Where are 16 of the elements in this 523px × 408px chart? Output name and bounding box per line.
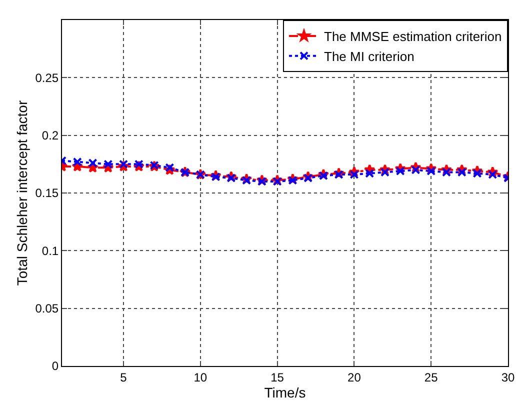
- y-tick-label: 0.05: [35, 302, 59, 316]
- y-tick-label: 0.2: [42, 128, 59, 143]
- x-tick-label: 5: [120, 370, 128, 384]
- x-tick-label: 10: [194, 370, 208, 384]
- legend-label: The MI criterion: [324, 48, 414, 64]
- y-tick-label: 0: [52, 359, 59, 374]
- legend-label: The MMSE estimation criterion: [324, 29, 502, 44]
- x-tick-label: 30: [501, 370, 515, 384]
- x-tick-label: 15: [270, 370, 284, 384]
- y-tick-label: 0.1: [42, 244, 59, 258]
- y-axis-title: Total Schleher intercept factor: [14, 100, 30, 286]
- y-tick-label: 0.15: [35, 186, 59, 200]
- x-tick-label: 25: [424, 370, 438, 384]
- y-tick-label: 0.25: [35, 70, 59, 85]
- x-axis-title: Time/s: [264, 384, 306, 401]
- x-tick-label: 20: [348, 370, 362, 384]
